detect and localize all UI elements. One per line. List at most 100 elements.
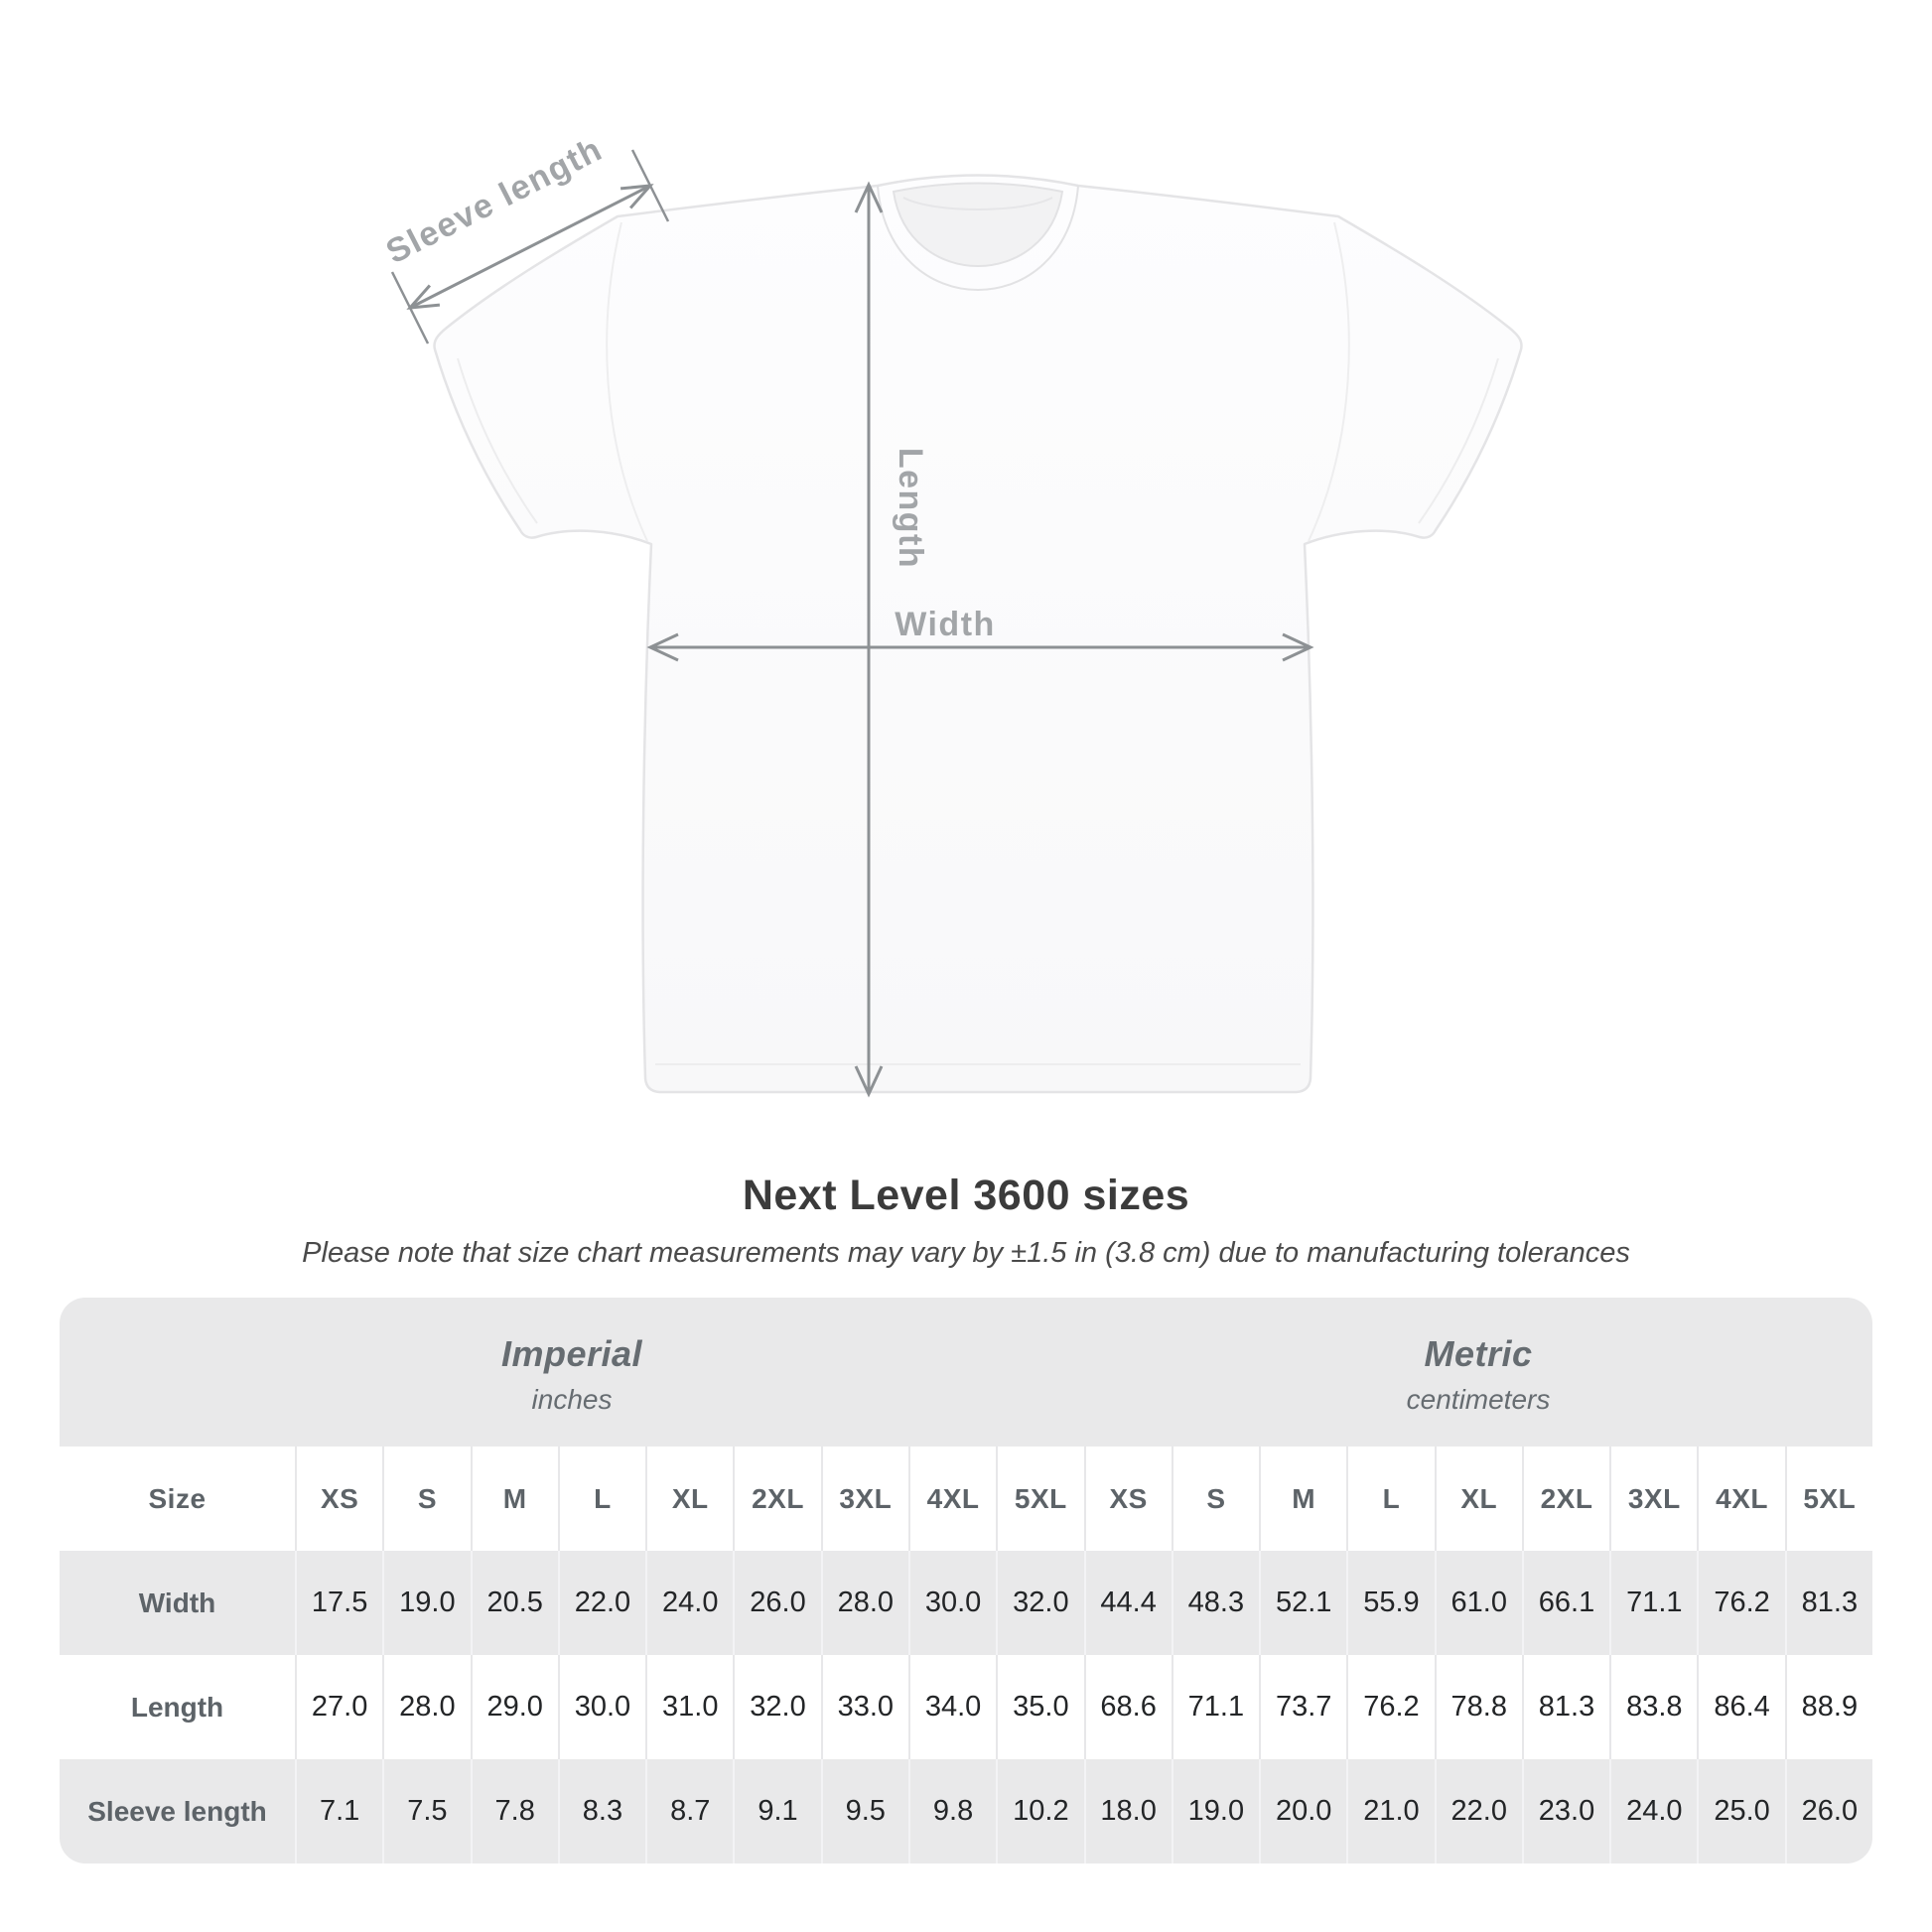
size-col-header: 2XL	[733, 1447, 820, 1551]
size-col-header: 3XL	[820, 1447, 908, 1551]
size-col-header: S	[382, 1447, 470, 1551]
imperial-group-header: Imperial inches	[60, 1298, 1084, 1447]
value-cell: 34.0	[907, 1655, 996, 1759]
value-cell: 83.8	[1609, 1655, 1697, 1759]
value-cell: 76.2	[1346, 1655, 1434, 1759]
tshirt-graphic: Sleeve length Length Width	[380, 130, 1523, 1098]
value-cell: 78.8	[1434, 1655, 1522, 1759]
size-chart-panel: Imperial inches Metric centimeters Size …	[60, 1298, 1872, 1863]
size-col-header: M	[1259, 1447, 1346, 1551]
size-col-header: M	[470, 1447, 558, 1551]
value-cell: 61.0	[1434, 1551, 1522, 1655]
width-row: Width 17.5 19.0 20.5 22.0 24.0 26.0 28.0…	[60, 1551, 1872, 1655]
value-cell: 32.0	[733, 1655, 820, 1759]
width-label: Width	[895, 606, 996, 643]
length-arrow	[854, 181, 884, 1098]
value-cell: 81.3	[1784, 1551, 1872, 1655]
value-cell: 48.3	[1171, 1551, 1259, 1655]
value-cell: 9.1	[733, 1759, 820, 1863]
row-label: Width	[138, 1587, 216, 1618]
value-cell: 26.0	[733, 1551, 820, 1655]
value-cell: 68.6	[1083, 1655, 1172, 1759]
imperial-group-unit: inches	[531, 1383, 613, 1415]
tolerance-note: Please note that size chart measurements…	[302, 1237, 1630, 1269]
tshirt-size-diagram: Sleeve length Length Width	[380, 130, 1523, 1098]
value-cell: 9.8	[907, 1759, 996, 1863]
row-label: Length	[130, 1691, 224, 1723]
metric-group-unit: centimeters	[1406, 1383, 1551, 1415]
value-cell: 20.5	[470, 1551, 558, 1655]
value-cell: 30.0	[907, 1551, 996, 1655]
collar-opening	[892, 182, 1064, 267]
value-cell: 29.0	[470, 1655, 558, 1759]
length-label: Length	[892, 448, 929, 569]
value-cell: 23.0	[1521, 1759, 1609, 1863]
size-col-header: L	[557, 1447, 645, 1551]
imperial-group-name: Imperial	[500, 1332, 643, 1374]
value-cell: 17.5	[295, 1551, 382, 1655]
size-header-row: Size XS S M L XL 2XL 3XL 4XL 5XL XS S M …	[60, 1447, 1872, 1551]
value-cell: 8.3	[557, 1759, 645, 1863]
value-cell: 52.1	[1259, 1551, 1346, 1655]
value-cell: 28.0	[382, 1655, 470, 1759]
value-cell: 30.0	[557, 1655, 645, 1759]
value-cell: 9.5	[820, 1759, 908, 1863]
metric-group-name: Metric	[1424, 1332, 1533, 1374]
value-cell: 20.0	[1259, 1759, 1346, 1863]
value-cell: 32.0	[996, 1551, 1083, 1655]
size-col-header: S	[1171, 1447, 1259, 1551]
tshirt-body	[433, 174, 1523, 1094]
value-cell: 73.7	[1259, 1655, 1346, 1759]
size-corner-header: Size	[148, 1482, 207, 1514]
size-col-header: XL	[645, 1447, 733, 1551]
value-cell: 27.0	[295, 1655, 382, 1759]
size-col-header: XL	[1434, 1447, 1522, 1551]
size-col-header: 5XL	[1784, 1447, 1872, 1551]
unit-group-row: Imperial inches Metric centimeters	[60, 1298, 1872, 1447]
value-cell: 28.0	[820, 1551, 908, 1655]
value-cell: 7.8	[470, 1759, 558, 1863]
page-title: Next Level 3600 sizes	[742, 1172, 1190, 1219]
size-col-header: L	[1346, 1447, 1434, 1551]
length-row: Length 27.0 28.0 29.0 30.0 31.0 32.0 33.…	[60, 1655, 1872, 1759]
value-cell: 26.0	[1784, 1759, 1872, 1863]
value-cell: 25.0	[1697, 1759, 1784, 1863]
size-col-header: XS	[1083, 1447, 1172, 1551]
value-cell: 33.0	[820, 1655, 908, 1759]
right-armhole-seam	[1308, 221, 1350, 542]
value-cell: 19.0	[382, 1551, 470, 1655]
right-cuff-stitch	[1418, 357, 1499, 524]
size-col-header: 2XL	[1521, 1447, 1609, 1551]
value-cell: 66.1	[1521, 1551, 1609, 1655]
value-cell: 31.0	[645, 1655, 733, 1759]
value-cell: 81.3	[1521, 1655, 1609, 1759]
size-col-header: XS	[295, 1447, 382, 1551]
size-col-header: 5XL	[996, 1447, 1083, 1551]
value-cell: 88.9	[1784, 1655, 1872, 1759]
collar-band	[877, 185, 1079, 291]
value-cell: 7.5	[382, 1759, 470, 1863]
row-label: Sleeve length	[87, 1795, 267, 1827]
sleeve-length-arrow	[390, 149, 670, 345]
value-cell: 19.0	[1171, 1759, 1259, 1863]
value-cell: 35.0	[996, 1655, 1083, 1759]
value-cell: 22.0	[1434, 1759, 1522, 1863]
value-cell: 71.1	[1609, 1551, 1697, 1655]
value-cell: 7.1	[295, 1759, 382, 1863]
value-cell: 24.0	[645, 1551, 733, 1655]
value-cell: 71.1	[1171, 1655, 1259, 1759]
collar-seam	[902, 197, 1053, 210]
sleeve-length-row: Sleeve length 7.1 7.5 7.8 8.3 8.7 9.1 9.…	[60, 1759, 1872, 1863]
width-arrow	[646, 632, 1314, 662]
value-cell: 55.9	[1346, 1551, 1434, 1655]
size-col-header: 3XL	[1609, 1447, 1697, 1551]
value-cell: 8.7	[645, 1759, 733, 1863]
left-cuff-stitch	[457, 357, 538, 524]
value-cell: 44.4	[1083, 1551, 1172, 1655]
value-cell: 21.0	[1346, 1759, 1434, 1863]
value-cell: 24.0	[1609, 1759, 1697, 1863]
size-col-header: 4XL	[907, 1447, 996, 1551]
value-cell: 18.0	[1083, 1759, 1172, 1863]
size-col-header: 4XL	[1697, 1447, 1784, 1551]
left-armhole-seam	[606, 221, 648, 542]
